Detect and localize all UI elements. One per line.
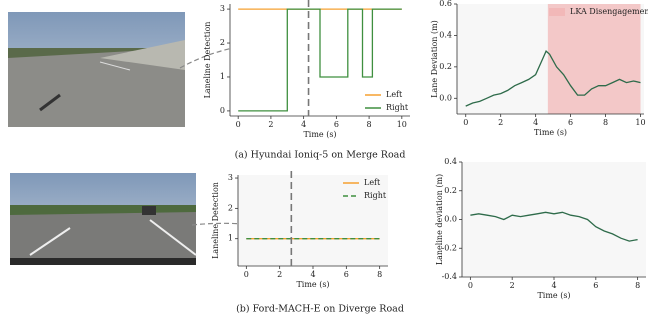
- x-tick-label: 0: [463, 118, 468, 127]
- plot-area: [238, 175, 388, 266]
- series-line: [238, 8, 402, 112]
- y-tick-label: 3: [228, 173, 233, 182]
- x-tick-label: 6: [593, 281, 598, 290]
- series-line: [470, 211, 638, 242]
- x-tick-label: 2: [498, 118, 503, 127]
- y-tick-label: 2: [220, 38, 225, 47]
- y-axis-label: Laneline Detection: [211, 182, 220, 259]
- photo-a: [8, 12, 185, 127]
- x-tick-label: 2: [510, 281, 515, 290]
- y-tick-label: 1: [220, 72, 225, 81]
- y-tick-label: 0.0: [439, 93, 452, 102]
- y-tick-label: -0.4: [442, 272, 457, 281]
- x-tick-label: 8: [367, 120, 372, 129]
- x-tick-label: 4: [533, 118, 538, 127]
- x-tick-label: 0: [468, 281, 473, 290]
- legend-label: LKA Disengagement: [570, 7, 648, 16]
- y-axis-label: Lane Deviation (m): [430, 20, 439, 98]
- y-tick-label: 0.4: [444, 157, 457, 166]
- x-tick-label: 10: [397, 120, 407, 129]
- span: [547, 4, 641, 114]
- legend-label: Left: [386, 90, 403, 99]
- x-axis-label: Time (s): [537, 291, 570, 300]
- x-tick-label: 8: [377, 270, 382, 279]
- x-tick-label: 4: [310, 270, 315, 279]
- x-tick-label: 0: [244, 270, 249, 279]
- caption: (b) Ford-MACH-E on Diverge Road: [236, 304, 404, 315]
- x-tick-label: 4: [301, 120, 306, 129]
- y-tick-label: 0: [220, 106, 225, 115]
- x-tick-label: 6: [334, 120, 339, 129]
- y-tick-label: 1: [228, 234, 233, 243]
- photo-b: [10, 173, 197, 265]
- y-axis-label: Laneline deviation (m): [435, 174, 444, 265]
- x-tick-label: 6: [344, 270, 349, 279]
- y-tick-label: 0.0: [444, 215, 457, 224]
- x-tick-label: 4: [551, 281, 556, 290]
- x-tick-label: 0: [236, 120, 241, 129]
- y-tick-label: 3: [220, 4, 225, 13]
- x-tick-label: 10: [635, 118, 645, 127]
- legend-label: Right: [364, 191, 387, 200]
- x-tick-label: 2: [277, 270, 282, 279]
- caption: (a) Hyundai Ioniq-5 on Merge Road: [235, 150, 406, 161]
- series-line: [465, 50, 641, 107]
- y-tick-label: 0.2: [444, 186, 457, 195]
- y-tick-label: -0.2: [442, 243, 457, 252]
- plot-area: [462, 162, 646, 277]
- y-axis-label: Laneline Detection: [203, 22, 212, 99]
- y-tick-label: 0.2: [439, 62, 452, 71]
- x-tick-label: 8: [603, 118, 608, 127]
- x-axis-label: Time (s): [296, 280, 329, 289]
- y-tick-label: 2: [228, 203, 233, 212]
- x-tick-label: 2: [268, 120, 273, 129]
- legend-label: Left: [364, 178, 381, 187]
- x-tick-label: 6: [568, 118, 573, 127]
- legend-swatch: [549, 8, 565, 16]
- x-axis-label: Time (s): [303, 130, 336, 139]
- y-tick-label: 0.4: [439, 30, 452, 39]
- x-tick-label: 8: [635, 281, 640, 290]
- x-axis-label: Time (s): [534, 128, 567, 137]
- y-tick-label: 0.6: [439, 0, 452, 8]
- legend-label: Right: [386, 103, 409, 112]
